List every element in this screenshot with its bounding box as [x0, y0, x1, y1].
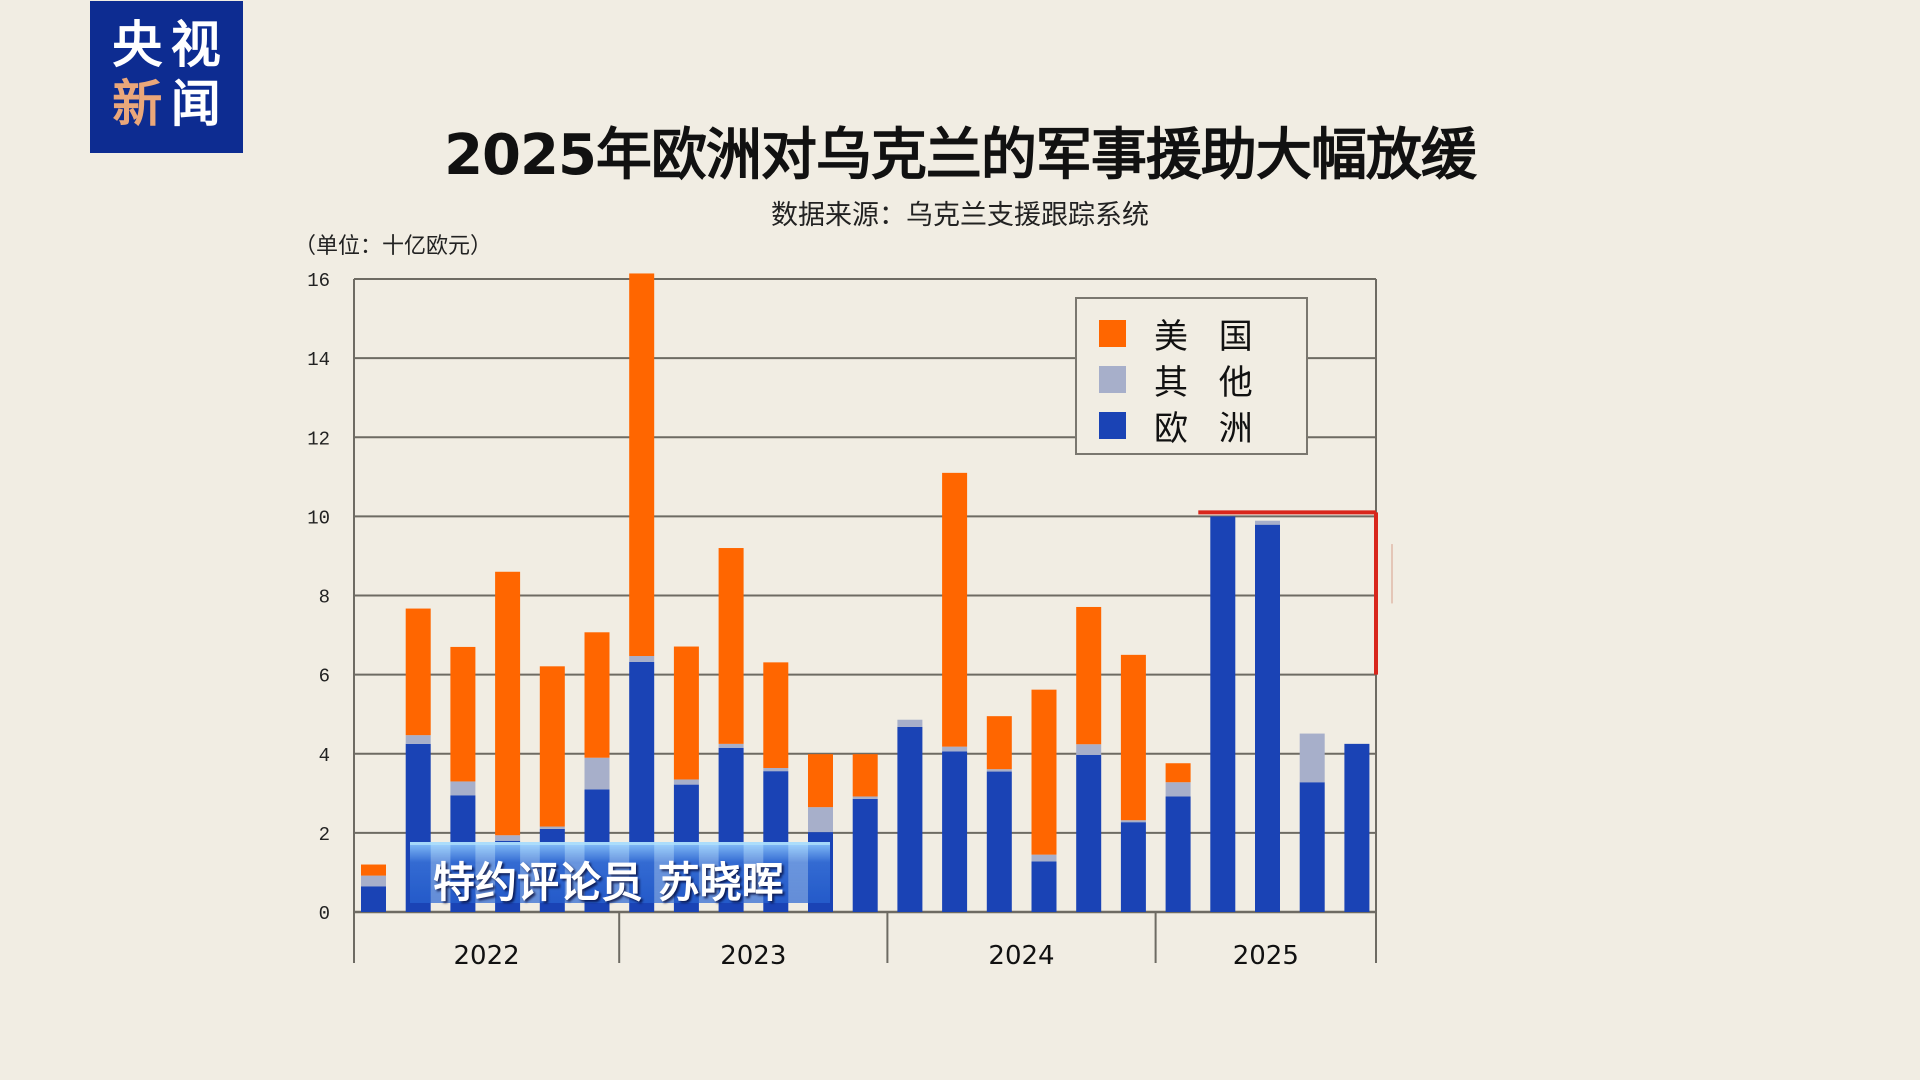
- bar-segment-other: [584, 757, 610, 790]
- bar-segment-us: [1031, 689, 1057, 855]
- bar-segment-other: [673, 779, 699, 785]
- bar-segment-us: [539, 666, 565, 827]
- bar-segment-other: [1076, 744, 1102, 755]
- bar-segment-other: [539, 826, 565, 829]
- bar-segment-us: [584, 632, 610, 758]
- bar-segment-other: [986, 769, 1012, 772]
- y-tick-label: 12: [307, 428, 330, 450]
- x-group-label: 2024: [988, 941, 1054, 971]
- bar-segment-us: [495, 571, 521, 836]
- bar-segment-europe: [1344, 743, 1370, 912]
- bar-segment-us: [986, 716, 1012, 770]
- bar-segment-europe: [1165, 796, 1191, 912]
- bar-segment-us: [1076, 606, 1102, 745]
- y-tick-label: 8: [319, 587, 330, 609]
- y-tick-label: 2: [319, 824, 330, 846]
- bar-segment-europe: [1210, 516, 1236, 912]
- bar-segment-us: [361, 864, 386, 876]
- bar-segment-us: [673, 646, 699, 780]
- bar-segment-us: [808, 754, 833, 808]
- y-tick-label: 14: [307, 349, 330, 371]
- bar-segment-us: [763, 662, 789, 768]
- commentator-caption: 特约评论员 苏晓晖: [410, 842, 830, 907]
- bar-segment-other: [1299, 733, 1325, 783]
- legend-label-other: 其 他: [1154, 362, 1263, 403]
- legend-label-europe: 欧 洲: [1154, 408, 1263, 449]
- annotation: [1198, 510, 1393, 675]
- bar-segment-us: [405, 608, 431, 736]
- bar-segment-other: [852, 796, 878, 799]
- x-group-label: 2022: [454, 941, 520, 971]
- legend-item-other: 其 他: [1099, 357, 1263, 403]
- bar-segment-other: [450, 781, 476, 796]
- bar-segment-europe: [942, 751, 968, 912]
- bar-segment-other: [1120, 820, 1146, 823]
- bar-segment-other: [629, 656, 655, 662]
- bar-segment-other: [405, 735, 431, 744]
- axes: 0 2 4 6 8 10 12 14 16 2022 2023 2024 2025: [307, 270, 1377, 971]
- bar-segment-us: [1120, 654, 1146, 821]
- logo-char: 闻: [170, 75, 221, 133]
- bar-segment-other: [808, 807, 833, 833]
- legend: 美 国 其 他 欧 洲: [1075, 297, 1308, 455]
- y-tick-label: 10: [307, 507, 330, 529]
- bar-segment-europe: [361, 886, 386, 912]
- bar-segment-other: [1031, 854, 1057, 862]
- bar-segment-us: [852, 754, 878, 797]
- bar-segment-other: [495, 835, 521, 841]
- bar-segment-other: [897, 719, 923, 727]
- logo-char: 视: [170, 16, 221, 74]
- bar-segment-us: [718, 548, 744, 744]
- bar-segment-europe: [986, 771, 1012, 912]
- legend-swatch-other: [1099, 365, 1126, 393]
- logo-char: 新: [112, 75, 163, 133]
- bar-segment-us: [450, 646, 476, 782]
- legend-label-us: 美 国: [1154, 316, 1263, 357]
- bar-segment-other: [763, 767, 789, 772]
- bar-segment-other: [718, 743, 744, 748]
- bar-segment-other: [942, 746, 968, 752]
- bar-segment-us: [629, 273, 655, 657]
- y-tick-label: 4: [319, 745, 330, 767]
- bars: [361, 273, 1370, 912]
- bar-segment-europe: [1255, 524, 1280, 912]
- legend-swatch-europe: [1099, 411, 1126, 439]
- legend-item-us: 美 国: [1099, 311, 1263, 357]
- legend-swatch-us: [1099, 319, 1126, 347]
- logo-char: 央: [112, 16, 163, 74]
- legend-item-europe: 欧 洲: [1099, 403, 1263, 449]
- bar-segment-europe: [897, 726, 923, 912]
- bar-segment-europe: [1120, 822, 1146, 912]
- bar-segment-europe: [1299, 782, 1325, 912]
- x-group-label: 2025: [1233, 941, 1299, 971]
- bar-segment-us: [942, 472, 968, 747]
- bar-segment-europe: [1076, 754, 1102, 912]
- bar-segment-other: [361, 875, 386, 887]
- caption-text: 特约评论员 苏晓晖: [433, 858, 784, 907]
- bar-segment-other: [1255, 520, 1280, 525]
- bar-segment-us: [1165, 763, 1191, 783]
- y-axis-unit-label: （单位：十亿欧元）: [294, 234, 493, 259]
- x-group-label: 2023: [720, 941, 786, 971]
- y-tick-label: 6: [319, 666, 330, 688]
- chart-title: 2025年欧洲对乌克兰的军事援助大幅放缓: [444, 123, 1477, 188]
- y-tick-label: 0: [319, 903, 330, 925]
- bar-segment-europe: [1031, 861, 1057, 912]
- y-tick-label: 16: [307, 270, 330, 292]
- cctv-news-logo: 央 视 新 闻: [90, 1, 243, 153]
- bar-segment-other: [1165, 782, 1191, 797]
- chart-subtitle: 数据来源：乌克兰支援跟踪系统: [771, 200, 1149, 231]
- bar-segment-europe: [852, 798, 878, 912]
